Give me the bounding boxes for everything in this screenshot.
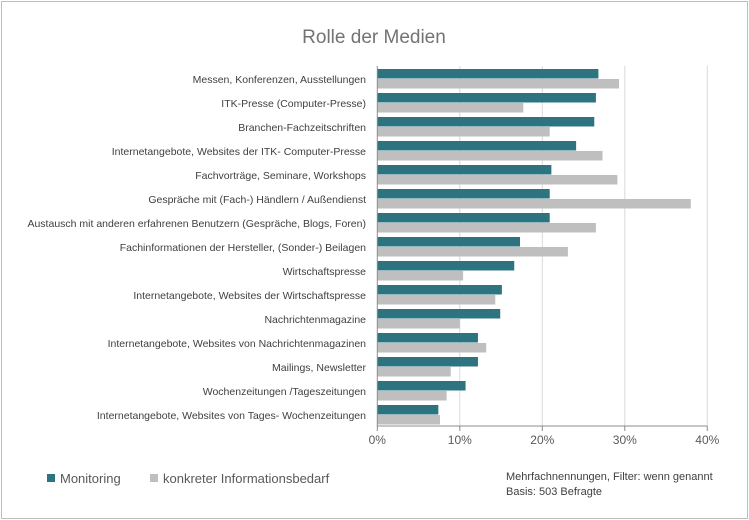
note-basis: Basis: 503 Befragte [506,486,603,498]
category-label: Internetangebote, Websites von Tages- Wo… [97,410,366,422]
category-label: Fachvorträge, Seminare, Workshops [195,170,366,182]
bar-monitoring [377,237,521,247]
bar-informationsbedarf [377,175,618,185]
bar-monitoring [377,189,550,199]
category-label: Messen, Konferenzen, Ausstellungen [193,74,367,86]
category-label: Nachrichtenmagazine [264,314,366,326]
bar-informationsbedarf [377,79,620,89]
bar-informationsbedarf [377,247,568,257]
legend-swatch [47,474,55,482]
x-tick-label: 10% [448,433,472,447]
bar-monitoring [377,165,552,175]
legend-swatch [150,474,158,482]
chart-notes: Mehrfachnennungen, Filter: wenn genannt … [506,470,713,500]
bar-informationsbedarf [377,271,464,281]
bar-monitoring [377,357,478,367]
category-label: Wochenzeitungen /Tageszeitungen [203,386,366,398]
category-label: Internetangebote, Websites von Nachricht… [108,338,367,350]
bar-informationsbedarf [377,391,447,401]
bar-informationsbedarf [377,415,440,425]
x-tick-label: 20% [530,433,554,447]
bar-informationsbedarf [377,103,524,113]
category-label: Branchen-Fachzeitschriften [238,122,366,134]
legend-label: Monitoring [60,471,121,486]
x-tick-label: 40% [695,433,719,447]
bar-informationsbedarf [377,199,691,209]
category-label: ITK-Presse (Computer-Presse) [221,98,366,110]
bar-monitoring [377,213,550,223]
bar-monitoring [377,405,439,415]
category-label: Internetangebote, Websites der ITK- Comp… [112,146,366,158]
bar-monitoring [377,381,466,391]
bar-informationsbedarf [377,127,550,137]
bar-monitoring [377,69,599,79]
bar-informationsbedarf [377,295,496,305]
bar-informationsbedarf [377,319,460,329]
bar-informationsbedarf [377,223,596,233]
bar-monitoring [377,93,596,103]
category-label: Internetangebote, Websites der Wirtschaf… [133,290,366,302]
note-multiple-answers: Mehrfachnennungen, Filter: wenn genannt [506,471,713,483]
category-label: Austausch mit anderen erfahrenen Benutze… [27,218,366,230]
bar-monitoring [377,333,478,343]
bar-monitoring [377,285,502,295]
bar-monitoring [377,309,501,319]
x-tick-label: 30% [613,433,637,447]
bar-informationsbedarf [377,151,603,161]
bar-informationsbedarf [377,367,451,377]
category-label: Mailings, Newsletter [272,362,366,374]
x-tick-label: 0% [369,433,387,447]
bar-monitoring [377,141,577,151]
category-label: Fachinformationen der Hersteller, (Sonde… [120,242,366,254]
category-label: Gespräche mit (Fach-) Händlern / Außendi… [148,194,366,206]
bar-monitoring [377,117,595,127]
bar-monitoring [377,261,515,271]
legend-label: konkreter Informationsbedarf [163,471,330,486]
category-label: Wirtschaftspresse [283,266,367,278]
chart-title: Rolle der Medien [302,27,446,48]
bar-informationsbedarf [377,343,487,353]
